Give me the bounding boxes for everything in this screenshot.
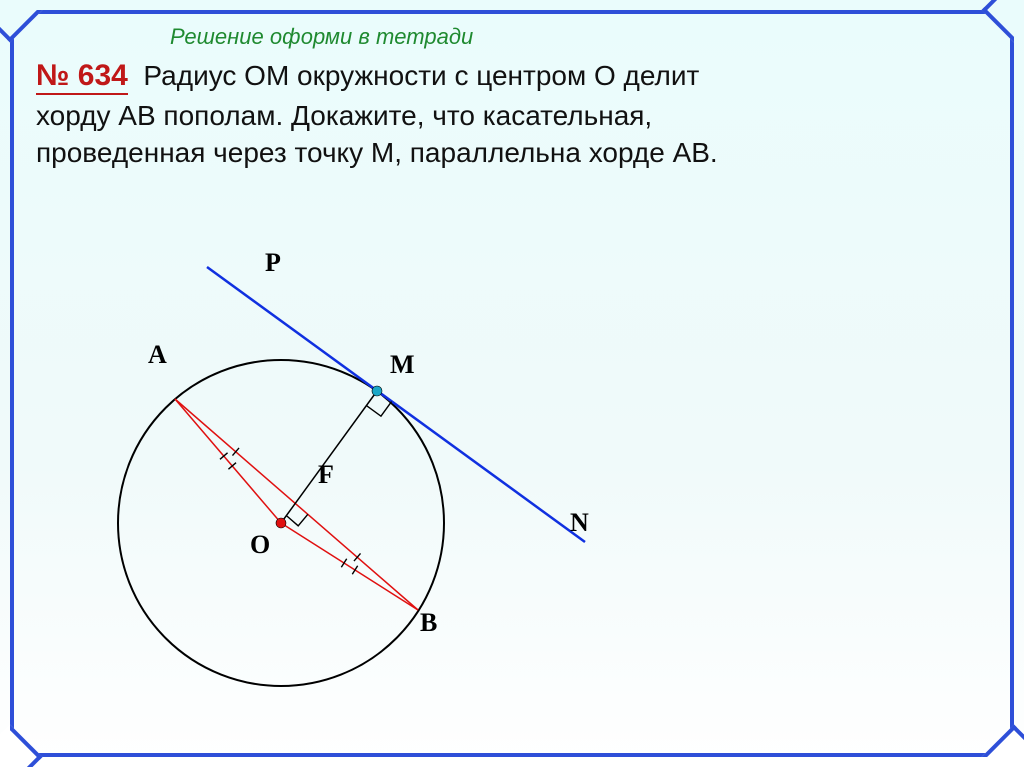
- frame-notch: [981, 0, 1024, 43]
- geometry-svg: [70, 230, 670, 740]
- problem-text: Радиус ОМ окружности с центром О делит х…: [36, 60, 718, 168]
- point-label-O: O: [250, 530, 270, 560]
- frame-notch: [0, 0, 43, 43]
- frame-notch: [981, 724, 1024, 767]
- point-label-M: M: [390, 350, 415, 380]
- instruction-text: Решение оформи в тетради: [170, 24, 473, 50]
- point-label-N: N: [570, 508, 589, 538]
- point-label-B: B: [420, 608, 437, 638]
- point-label-F: F: [318, 460, 334, 490]
- page: Решение оформи в тетради № 634 Радиус ОМ…: [0, 0, 1024, 767]
- problem-statement: № 634 Радиус ОМ окружности с центром О д…: [36, 56, 776, 172]
- point-label-A: A: [148, 340, 167, 370]
- geometry-diagram: P A M F O N B: [70, 230, 670, 740]
- frame-notch: [0, 724, 43, 767]
- problem-number: № 634: [36, 59, 128, 95]
- point-label-P: P: [265, 248, 281, 278]
